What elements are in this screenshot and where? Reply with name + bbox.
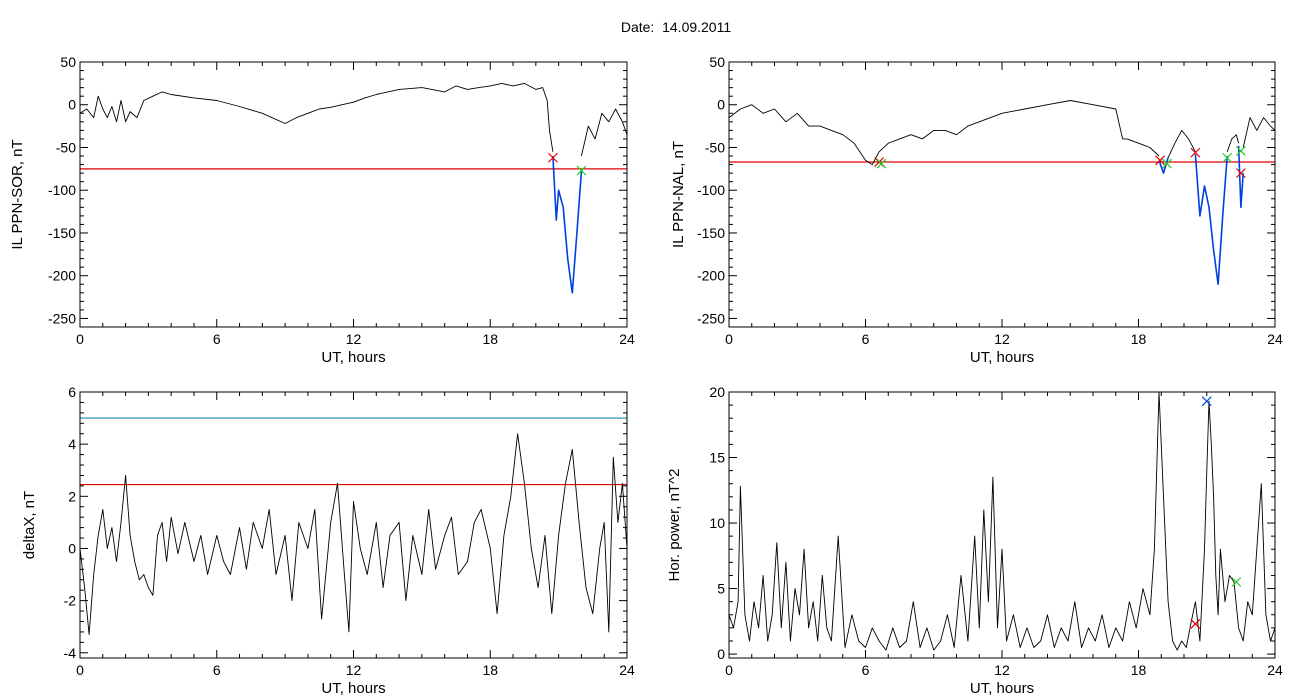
x-tick-label: 12 — [346, 331, 362, 347]
x-axis-label: UT, hours — [321, 680, 385, 697]
y-tick-label: -100 — [48, 182, 76, 198]
event-marker — [1235, 145, 1246, 156]
event-marker — [1190, 619, 1201, 629]
y-tick-label: 0 — [717, 646, 725, 662]
y-tick-label: -200 — [697, 268, 725, 284]
y-tick-label: -150 — [48, 225, 76, 241]
y-tick-label: -150 — [697, 225, 725, 241]
event-marker — [1155, 155, 1166, 166]
event-marker — [1235, 168, 1246, 179]
y-tick-label: 0 — [68, 97, 76, 113]
series-line — [79, 433, 628, 635]
x-tick-label: 18 — [482, 331, 498, 347]
y-tick-label: -50 — [705, 139, 725, 155]
y-tick-label: 10 — [709, 515, 725, 531]
y-tick-label: 20 — [709, 384, 725, 400]
x-tick-label: 6 — [862, 662, 870, 678]
series-line — [580, 108, 628, 157]
series-line — [1226, 134, 1240, 152]
y-axis-label: Hor. power, nT^2 — [666, 469, 683, 582]
series-line — [1237, 145, 1244, 209]
x-tick-label: 12 — [994, 662, 1010, 678]
y-tick-label: -250 — [697, 310, 725, 326]
x-tick-label: 24 — [619, 331, 635, 347]
y-axis-label: deltaX, nT — [21, 491, 38, 559]
y-tick-label: 2 — [68, 488, 76, 504]
series-line — [728, 100, 1160, 166]
x-tick-label: 24 — [1267, 662, 1283, 678]
x-axis-label: UT, hours — [970, 680, 1034, 697]
x-tick-label: 12 — [346, 662, 362, 678]
x-tick-label: 24 — [619, 662, 635, 678]
x-axis-label: UT, hours — [970, 349, 1034, 366]
x-tick-label: 0 — [76, 331, 84, 347]
panel-sor: 0 6 12 18 24 50 0 -50 -100 -150 -200 -250 UT, hours I… — [9, 54, 635, 366]
event-marker — [548, 152, 558, 163]
panel-hor-power: 0 6 12 18 24 20 15 10 5 0 UT, hours Hor. power, nT^… — [666, 384, 1283, 697]
event-marker — [1201, 396, 1212, 407]
y-tick-label: -250 — [48, 310, 76, 326]
event-marker — [876, 158, 887, 169]
x-tick-label: 0 — [725, 662, 733, 678]
x-tick-label: 6 — [862, 331, 870, 347]
panel-nal: 0 6 12 18 24 50 0 -50 -100 -150 -200 -250 UT, hours I… — [670, 54, 1283, 366]
y-axis-label: IL PPN-SOR, nT — [9, 139, 26, 249]
series-line — [79, 82, 554, 152]
y-axis-label: IL PPN-NAL, nT — [670, 141, 687, 248]
series-line — [552, 155, 583, 294]
x-tick-label: 12 — [994, 331, 1010, 347]
event-marker — [1222, 152, 1233, 163]
y-tick-label: -4 — [64, 645, 77, 661]
event-marker — [1190, 147, 1201, 158]
x-tick-label: 18 — [1131, 331, 1147, 347]
y-tick-label: 4 — [68, 436, 76, 452]
y-tick-label: -100 — [697, 182, 725, 198]
y-tick-label: 15 — [709, 450, 725, 466]
x-tick-label: 18 — [482, 662, 498, 678]
x-tick-label: 0 — [76, 662, 84, 678]
x-tick-label: 6 — [213, 662, 221, 678]
x-tick-label: 0 — [725, 331, 733, 347]
figure-title: Date: 14.09.2011 — [620, 19, 732, 35]
plot-frame — [728, 391, 1276, 659]
series-line — [1167, 129, 1196, 158]
event-marker — [576, 165, 587, 176]
x-tick-label: 6 — [213, 331, 221, 347]
x-tick-label: 24 — [1267, 331, 1283, 347]
y-tick-label: -200 — [48, 268, 76, 284]
x-axis-label: UT, hours — [321, 349, 385, 366]
series-line — [1242, 117, 1276, 148]
y-tick-label: 5 — [717, 581, 725, 597]
series-line — [1194, 154, 1228, 286]
y-tick-label: 6 — [68, 384, 76, 400]
y-tick-label: -50 — [56, 139, 76, 155]
event-marker — [1231, 577, 1242, 587]
panel-deltax: 0 6 12 18 24 6 4 2 0 -2 -4 UT, hours deltaX, nT — [21, 384, 635, 697]
y-tick-label: -2 — [64, 593, 77, 609]
x-tick-label: 18 — [1131, 662, 1147, 678]
y-tick-label: 0 — [717, 97, 725, 113]
series-line — [728, 391, 1276, 651]
y-tick-label: 0 — [68, 540, 76, 556]
y-tick-label: 50 — [709, 54, 725, 70]
y-tick-label: 50 — [60, 54, 76, 70]
event-marker — [1162, 158, 1172, 169]
plot-frame — [728, 61, 1276, 328]
